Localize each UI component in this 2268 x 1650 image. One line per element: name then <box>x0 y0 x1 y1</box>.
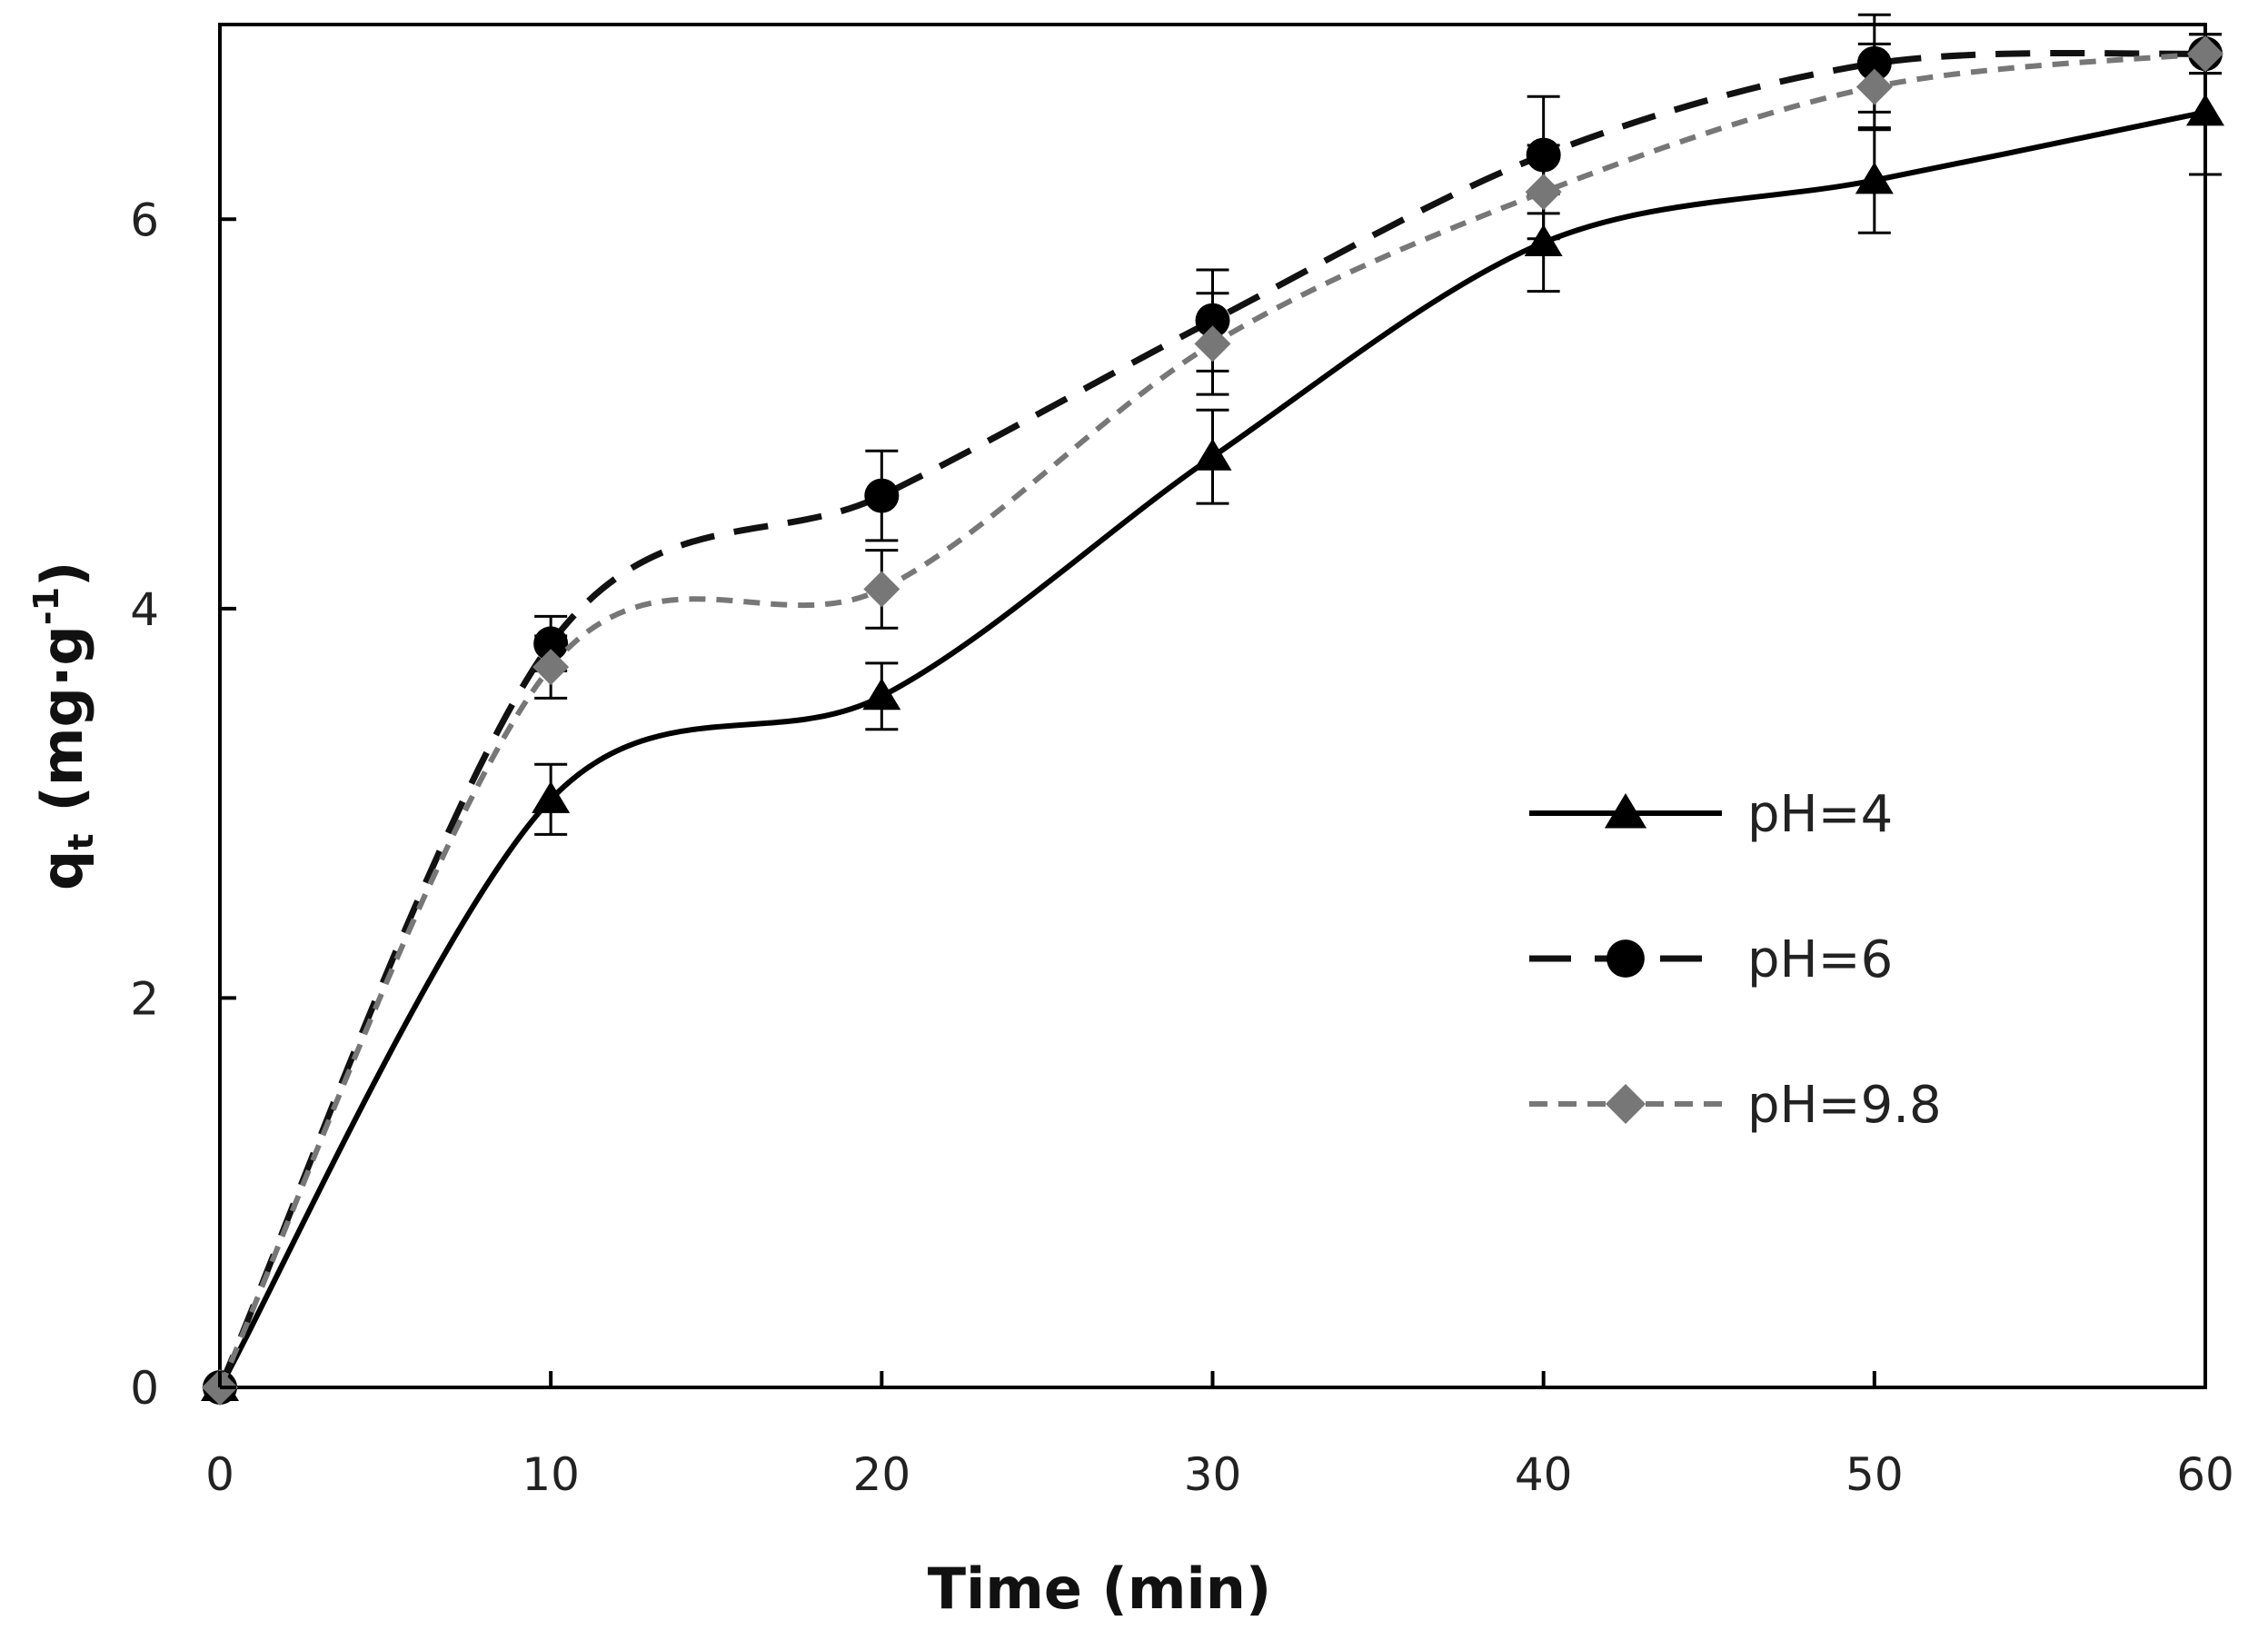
y-axis-title-close: ) <box>29 562 95 587</box>
data-point <box>1524 224 1563 256</box>
y-axis-title-sub: t <box>61 833 101 850</box>
data-point <box>1855 68 1893 105</box>
data-point <box>532 649 570 686</box>
legend-label: pH=6 <box>1747 930 1893 989</box>
series-line <box>217 109 2206 1389</box>
series-layer <box>201 13 2224 1406</box>
x-tick-label: 60 <box>2176 1448 2234 1501</box>
y-axis-title: qt (mg·g-1) <box>26 562 101 890</box>
series-group <box>203 13 2223 1405</box>
legend: pH=4 pH=6 pH=9.8 <box>1529 785 1942 1135</box>
data-point <box>1194 325 1231 363</box>
legend-label: pH=4 <box>1747 785 1893 844</box>
legend-swatch-marker <box>1606 939 1645 978</box>
plot-area-frame <box>218 23 2207 1389</box>
x-axis-title: Time (min) <box>928 1556 1271 1622</box>
legend-swatch-marker <box>1606 1084 1646 1124</box>
data-point <box>2187 35 2223 73</box>
x-tick-label: 40 <box>1515 1448 1573 1501</box>
y-axis-title-main: q <box>29 850 95 890</box>
legend-item: pH=9.8 <box>1529 1076 1942 1135</box>
legend-swatch-marker <box>1604 793 1647 829</box>
y-axis-title-group: qt (mg·g-1) <box>26 562 101 890</box>
data-point <box>1193 438 1232 471</box>
data-point <box>532 780 571 813</box>
x-tick-label: 20 <box>853 1448 911 1501</box>
series-line <box>217 51 2206 1389</box>
y-tick-label: 0 <box>130 1362 159 1415</box>
ticks-layer: 0 10 20 30 40 50 60 0 2 4 6 <box>130 194 2234 1501</box>
x-tick-label: 30 <box>1184 1448 1242 1501</box>
x-tick-label: 10 <box>522 1448 580 1501</box>
data-point <box>864 478 900 513</box>
data-point <box>1525 174 1562 211</box>
series-line <box>216 49 2206 1389</box>
legend-item: pH=4 <box>1529 785 1893 844</box>
x-tick-label: 0 <box>205 1448 234 1501</box>
y-axis-title-unit: (mg·g <box>29 625 95 811</box>
data-point <box>862 678 901 711</box>
legend-item: pH=6 <box>1529 930 1893 989</box>
data-point <box>863 571 900 608</box>
y-tick-label: 2 <box>130 972 159 1025</box>
legend-label: pH=9.8 <box>1747 1076 1942 1135</box>
series-group <box>202 33 2223 1406</box>
data-point <box>1855 162 1894 194</box>
y-axis-title-sup: -1 <box>26 587 66 625</box>
data-point <box>2186 94 2224 126</box>
x-tick-label: 50 <box>1845 1448 1904 1501</box>
y-tick-label: 6 <box>130 194 159 246</box>
y-tick-label: 4 <box>130 583 159 636</box>
